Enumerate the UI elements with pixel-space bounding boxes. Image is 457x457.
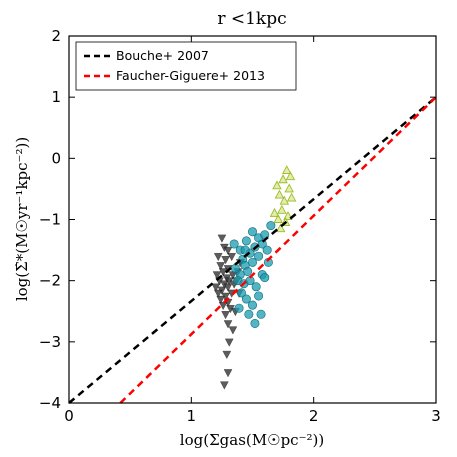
scatter-point-2-3: [274, 189, 285, 199]
y-tick-label-2: −2: [39, 272, 61, 290]
x-tick-label-0: 0: [64, 407, 74, 425]
scatter-point-1-10: [257, 239, 267, 249]
scatter-point-1-20: [236, 288, 246, 298]
scatter-point-0-19: [213, 289, 223, 298]
y-tick-label-0: −4: [39, 394, 61, 412]
x-tick-label-2: 2: [309, 407, 319, 425]
y-axis-label: log(Σ̇*(M☉yr⁻¹kpc⁻²)): [13, 137, 31, 301]
scatter-point-0-30: [225, 338, 234, 347]
legend-box: [75, 41, 297, 91]
scatter-point-1-12: [248, 257, 258, 267]
scatter-point-0-5: [227, 253, 236, 262]
scatter-point-1-3: [248, 227, 258, 237]
scatter-point-1-31: [251, 282, 261, 292]
scatter-point-2-11: [275, 223, 286, 233]
scatter-point-1-22: [248, 300, 258, 310]
scatter-point-1-33: [256, 309, 266, 319]
x-tick-label-1: 1: [187, 407, 197, 425]
scatter-point-0-3: [213, 253, 223, 262]
scatter-point-0-6: [216, 262, 225, 271]
scatter-point-1-29: [234, 303, 244, 313]
x-tick-label-3: 3: [431, 407, 441, 425]
scatter-point-2-12: [269, 207, 280, 217]
scatter-point-2-4: [279, 195, 290, 205]
scatter-point-0-33: [220, 381, 229, 390]
y-tick-label-5: 1: [51, 88, 61, 106]
scatter-point-1-32: [260, 273, 270, 283]
scatter-point-1-2: [241, 236, 251, 246]
scatter-point-0-28: [223, 320, 233, 329]
scatter-point-1-30: [240, 245, 250, 255]
scatter-point-0-24: [218, 301, 228, 310]
scatter-point-0-26: [221, 311, 230, 320]
fit-line-1: [119, 96, 437, 404]
scatter-point-1-6: [266, 221, 276, 231]
scatter-point-2-13: [285, 171, 296, 181]
y-tick-label-1: −3: [39, 333, 61, 351]
legend-label-faucher: Faucher-Giguere+ 2013: [116, 68, 265, 83]
axis-ticks: 0 1 2 3 −4 −3 −2 −1 0 1 2: [39, 27, 441, 425]
scatter-point-1-28: [230, 263, 240, 273]
scatter-point-2-1: [278, 174, 288, 184]
scatter-point-0-9: [212, 271, 222, 280]
scatter-point-0-29: [228, 326, 238, 335]
scatter-point-1-0: [229, 239, 239, 249]
scatter-point-1-15: [254, 251, 264, 261]
scatter-point-0-2: [223, 246, 233, 255]
scatter-point-2-0: [272, 180, 282, 190]
y-tick-label-3: −1: [39, 211, 61, 229]
scatter-point-2-10: [286, 192, 297, 202]
chart-title: r <1kpc: [217, 9, 286, 29]
scatter-point-0-17: [223, 283, 233, 292]
scatter-point-1-16: [262, 245, 272, 255]
scatter-point-0-4: [221, 256, 230, 265]
scatter-point-0-0: [217, 234, 227, 243]
y-tick-label-6: 2: [51, 27, 61, 45]
scatter-point-1-24: [244, 309, 254, 319]
scatter-point-1-25: [250, 318, 260, 328]
scatter-point-0-22: [216, 295, 225, 304]
plot-frame: [68, 35, 437, 404]
legend-label-bouche: Bouche+ 2007: [116, 48, 209, 63]
scatter-point-0-32: [223, 369, 233, 378]
scatter-point-2-6: [277, 204, 287, 214]
scatter-point-2-2: [282, 165, 292, 175]
fit-line-0: [68, 96, 437, 404]
x-axis-label: log(Σgas(M☉pc⁻²)): [180, 431, 324, 449]
y-tick-label-4: 0: [51, 149, 61, 167]
fit-lines: [68, 96, 437, 404]
scatter-point-2-8: [273, 214, 283, 223]
scatter-point-0-15: [211, 283, 221, 292]
scatter-point-0-8: [218, 268, 228, 277]
scatter-point-1-21: [241, 294, 251, 304]
scatter-point-2-5: [284, 183, 294, 193]
legend: Bouche+ 2007 Faucher-Giguere+ 2013: [75, 41, 297, 91]
scatter-point-0-31: [222, 350, 232, 359]
scatter-point-1-23: [254, 291, 264, 301]
scatter-layer: [211, 165, 297, 390]
